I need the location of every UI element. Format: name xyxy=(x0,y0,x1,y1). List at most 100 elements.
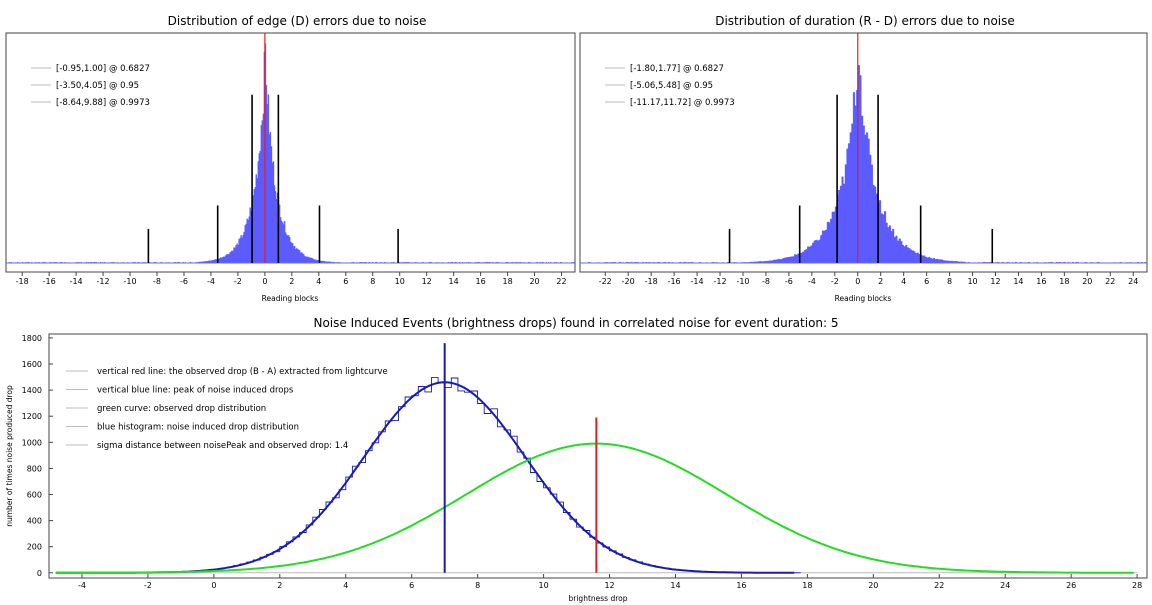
x-tick-label: 0 xyxy=(262,277,267,286)
legend-entry-2: vertical blue line: peak of noise induce… xyxy=(97,386,294,396)
y-tick-label: 1000 xyxy=(22,438,42,447)
x-tick-label: -6 xyxy=(785,277,793,286)
x-tick-label: -16 xyxy=(43,277,56,286)
noise-plot-frame xyxy=(48,333,1148,579)
x-tick-label: 22 xyxy=(556,277,566,286)
noise-curves xyxy=(55,343,1138,574)
y-tick-label: 400 xyxy=(27,517,42,526)
y-tick-label: 0 xyxy=(37,569,42,578)
x-tick-label: 18 xyxy=(1059,277,1069,286)
x-tick-label: -22 xyxy=(599,277,612,286)
duration-error-panel: Distribution of duration (R - D) errors … xyxy=(579,14,1148,303)
legend-entry-3: [-11.17,11.72] @ 0.9973 xyxy=(630,98,735,108)
duration-histogram xyxy=(579,33,1148,264)
x-tick-label: 16 xyxy=(1036,277,1046,286)
x-tick-label: -10 xyxy=(124,277,137,286)
x-tick-label: -4 xyxy=(808,277,816,286)
y-tick-label: 1400 xyxy=(22,386,42,395)
y-tick-label: 800 xyxy=(27,464,42,473)
x-tick-label: 26 xyxy=(1066,581,1076,590)
y-tick-label: 200 xyxy=(27,543,42,552)
x-tick-label: 2 xyxy=(289,277,294,286)
x-tick-label: -14 xyxy=(70,277,83,286)
x-tick-label: -20 xyxy=(622,277,635,286)
x-tick-label: -16 xyxy=(668,277,681,286)
green-curve xyxy=(55,442,1134,574)
x-tick-label: 0 xyxy=(211,581,216,590)
x-tick-label: 2 xyxy=(277,581,282,590)
edge-error-panel: Distribution of edge (D) errors due to n… xyxy=(5,14,576,303)
legend-entry-4: blue histogram: noise induced drop distr… xyxy=(97,423,299,433)
x-tick-label: -4 xyxy=(207,277,215,286)
edge-legend: [-0.95,1.00] @ 0.6827 [-3.50,4.05] @ 0.95… xyxy=(31,64,150,108)
x-tick-label: -12 xyxy=(713,277,726,286)
edge-error-title: Distribution of edge (D) errors due to n… xyxy=(168,14,427,28)
x-tick-label: 8 xyxy=(947,277,952,286)
x-tick-label: 14 xyxy=(449,277,459,286)
duration-x-label: Reading blocks xyxy=(835,294,892,303)
x-tick-label: -6 xyxy=(180,277,188,286)
x-tick-label: 6 xyxy=(924,277,929,286)
x-tick-label: -8 xyxy=(153,277,161,286)
legend-entry-1: [-1.80,1.77] @ 0.6827 xyxy=(630,64,724,74)
x-tick-label: 10 xyxy=(539,581,549,590)
noise-legend: vertical red line: the observed drop (B … xyxy=(66,367,388,451)
x-tick-label: 4 xyxy=(343,581,348,590)
x-tick-label: -8 xyxy=(762,277,770,286)
noise-events-title: Noise Induced Events (brightness drops) … xyxy=(313,316,838,330)
duration-x-ticks: -22 -20 -18 -16 -14 -12 -10 -8 -6 -4 -2 0 2 4 6 8 10 12 14… xyxy=(599,272,1138,286)
x-tick-label: 22 xyxy=(934,581,944,590)
x-tick-label: 28 xyxy=(1132,581,1142,590)
x-tick-label: 6 xyxy=(409,581,414,590)
noise-x-ticks: -4 -2 0 2 4 6 8 10 12 14 16 18 20 22 24 26 28 xyxy=(78,574,1142,590)
x-tick-label: -4 xyxy=(78,581,86,590)
x-tick-label: -18 xyxy=(16,277,29,286)
x-tick-label: 16 xyxy=(476,277,486,286)
x-tick-label: 10 xyxy=(395,277,405,286)
x-tick-label: 18 xyxy=(802,581,812,590)
x-tick-label: -10 xyxy=(736,277,749,286)
x-tick-label: 14 xyxy=(1013,277,1023,286)
x-tick-label: 16 xyxy=(736,581,746,590)
x-tick-label: 6 xyxy=(343,277,348,286)
duration-interval-markers xyxy=(728,94,994,263)
x-tick-label: 24 xyxy=(1128,277,1138,286)
x-tick-label: 2 xyxy=(878,277,883,286)
edge-histogram xyxy=(5,33,576,264)
y-tick-label: 1200 xyxy=(22,412,42,421)
y-tick-label: 1600 xyxy=(22,360,42,369)
x-tick-label: 10 xyxy=(967,277,977,286)
edge-x-label: Reading blocks xyxy=(262,294,319,303)
duration-legend: [-1.80,1.77] @ 0.6827 [-5.06,5.48] @ 0.95… xyxy=(605,64,735,108)
noise-events-panel: Noise Induced Events (brightness drops) … xyxy=(5,316,1148,603)
x-tick-label: -12 xyxy=(97,277,110,286)
x-tick-label: 4 xyxy=(901,277,906,286)
x-tick-label: 8 xyxy=(370,277,375,286)
legend-entry-2: [-5.06,5.48] @ 0.95 xyxy=(630,81,713,91)
x-tick-label: 18 xyxy=(502,277,512,286)
legend-entry-3: green curve: observed drop distribution xyxy=(97,404,266,414)
x-tick-label: 20 xyxy=(529,277,539,286)
x-tick-label: 12 xyxy=(422,277,432,286)
legend-entry-2: [-3.50,4.05] @ 0.95 xyxy=(56,81,139,91)
duration-error-title: Distribution of duration (R - D) errors … xyxy=(715,14,1015,28)
edge-interval-markers xyxy=(147,94,399,263)
x-tick-label: -2 xyxy=(831,277,839,286)
x-tick-label: 8 xyxy=(475,581,480,590)
y-tick-label: 1800 xyxy=(22,334,42,343)
legend-entry-1: vertical red line: the observed drop (B … xyxy=(97,367,388,377)
x-tick-label: -2 xyxy=(144,581,152,590)
edge-x-ticks: -18 -16 -14 -12 -10 -8 -6 -4 -2 0 2 4 6 8 10 12 14 16 18 20… xyxy=(16,272,567,286)
x-tick-label: 0 xyxy=(855,277,860,286)
noise-y-ticks: 0 200 400 600 800 1000 1200 1400 1600 1800 xyxy=(22,334,53,578)
x-tick-label: 12 xyxy=(990,277,1000,286)
x-tick-label: 4 xyxy=(316,277,321,286)
noise-y-label: number of times noise produced drop xyxy=(5,385,14,527)
x-tick-label: 20 xyxy=(868,581,878,590)
x-tick-label: -18 xyxy=(645,277,658,286)
x-tick-label: 20 xyxy=(1082,277,1092,286)
x-tick-label: 14 xyxy=(670,581,680,590)
noise-x-label: brightness drop xyxy=(569,594,628,603)
x-tick-label: 22 xyxy=(1105,277,1115,286)
